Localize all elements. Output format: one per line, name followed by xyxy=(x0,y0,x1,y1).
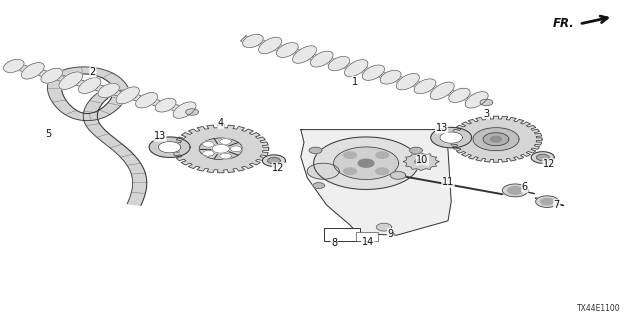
Polygon shape xyxy=(376,223,392,231)
Polygon shape xyxy=(268,157,280,164)
Polygon shape xyxy=(301,130,451,235)
Text: 13: 13 xyxy=(154,131,166,141)
Polygon shape xyxy=(541,198,554,205)
Polygon shape xyxy=(220,153,231,159)
Text: 5: 5 xyxy=(45,129,51,140)
Text: 6: 6 xyxy=(522,182,528,192)
Polygon shape xyxy=(450,116,542,162)
Text: 11: 11 xyxy=(442,177,454,188)
Polygon shape xyxy=(531,152,554,163)
Text: TX44E1100: TX44E1100 xyxy=(577,304,621,313)
Polygon shape xyxy=(376,152,388,158)
Polygon shape xyxy=(79,78,101,93)
Polygon shape xyxy=(410,147,422,154)
Text: 10: 10 xyxy=(416,155,429,165)
Polygon shape xyxy=(536,196,559,207)
Polygon shape xyxy=(220,139,231,144)
Polygon shape xyxy=(199,138,243,160)
Polygon shape xyxy=(415,158,428,165)
Polygon shape xyxy=(309,147,322,154)
Polygon shape xyxy=(508,187,523,194)
Polygon shape xyxy=(483,133,509,146)
FancyBboxPatch shape xyxy=(324,228,360,241)
Text: FR.: FR. xyxy=(553,17,575,29)
Polygon shape xyxy=(344,152,356,158)
Polygon shape xyxy=(344,168,356,174)
Text: 1: 1 xyxy=(352,76,358,87)
Text: 3: 3 xyxy=(483,108,490,119)
Polygon shape xyxy=(430,82,454,100)
Polygon shape xyxy=(230,146,242,152)
Polygon shape xyxy=(536,154,549,161)
Polygon shape xyxy=(262,155,285,166)
Text: 9: 9 xyxy=(387,228,394,239)
Polygon shape xyxy=(344,60,368,76)
Polygon shape xyxy=(41,68,63,83)
Polygon shape xyxy=(480,99,493,106)
Text: 7: 7 xyxy=(554,200,560,210)
Text: 8: 8 xyxy=(331,238,337,248)
Polygon shape xyxy=(390,172,406,179)
Polygon shape xyxy=(149,137,190,157)
Polygon shape xyxy=(136,92,157,108)
Polygon shape xyxy=(313,183,324,188)
Polygon shape xyxy=(431,127,472,148)
Polygon shape xyxy=(358,159,374,167)
Polygon shape xyxy=(362,65,385,80)
Polygon shape xyxy=(203,150,214,156)
Polygon shape xyxy=(4,61,195,115)
Text: 13: 13 xyxy=(435,123,448,133)
Polygon shape xyxy=(314,137,419,189)
Polygon shape xyxy=(186,109,198,115)
Polygon shape xyxy=(173,125,269,173)
Text: 12: 12 xyxy=(272,163,285,173)
Polygon shape xyxy=(310,51,333,67)
Polygon shape xyxy=(307,163,339,179)
Polygon shape xyxy=(4,59,24,73)
FancyBboxPatch shape xyxy=(356,232,378,241)
Polygon shape xyxy=(449,88,470,102)
Polygon shape xyxy=(155,98,176,112)
Polygon shape xyxy=(380,70,401,84)
Polygon shape xyxy=(21,63,44,79)
Polygon shape xyxy=(292,46,317,63)
Text: 14: 14 xyxy=(362,236,374,247)
Polygon shape xyxy=(243,35,263,48)
Polygon shape xyxy=(203,141,214,147)
Polygon shape xyxy=(440,132,463,143)
Polygon shape xyxy=(414,79,436,94)
Polygon shape xyxy=(328,57,349,71)
Polygon shape xyxy=(502,184,528,197)
Text: 4: 4 xyxy=(218,118,224,128)
Polygon shape xyxy=(333,147,399,180)
Text: 12: 12 xyxy=(543,159,556,169)
Polygon shape xyxy=(241,36,489,105)
Polygon shape xyxy=(276,43,298,57)
Polygon shape xyxy=(259,37,282,54)
Polygon shape xyxy=(116,87,140,104)
Text: 2: 2 xyxy=(90,67,96,77)
Polygon shape xyxy=(490,136,502,142)
Polygon shape xyxy=(59,72,83,89)
Polygon shape xyxy=(98,83,119,98)
Polygon shape xyxy=(173,102,196,118)
Polygon shape xyxy=(465,92,488,108)
Polygon shape xyxy=(376,168,388,174)
Polygon shape xyxy=(47,67,147,205)
Polygon shape xyxy=(473,128,519,151)
Polygon shape xyxy=(403,153,439,171)
Polygon shape xyxy=(212,145,230,153)
Polygon shape xyxy=(158,141,181,153)
Polygon shape xyxy=(396,74,419,90)
